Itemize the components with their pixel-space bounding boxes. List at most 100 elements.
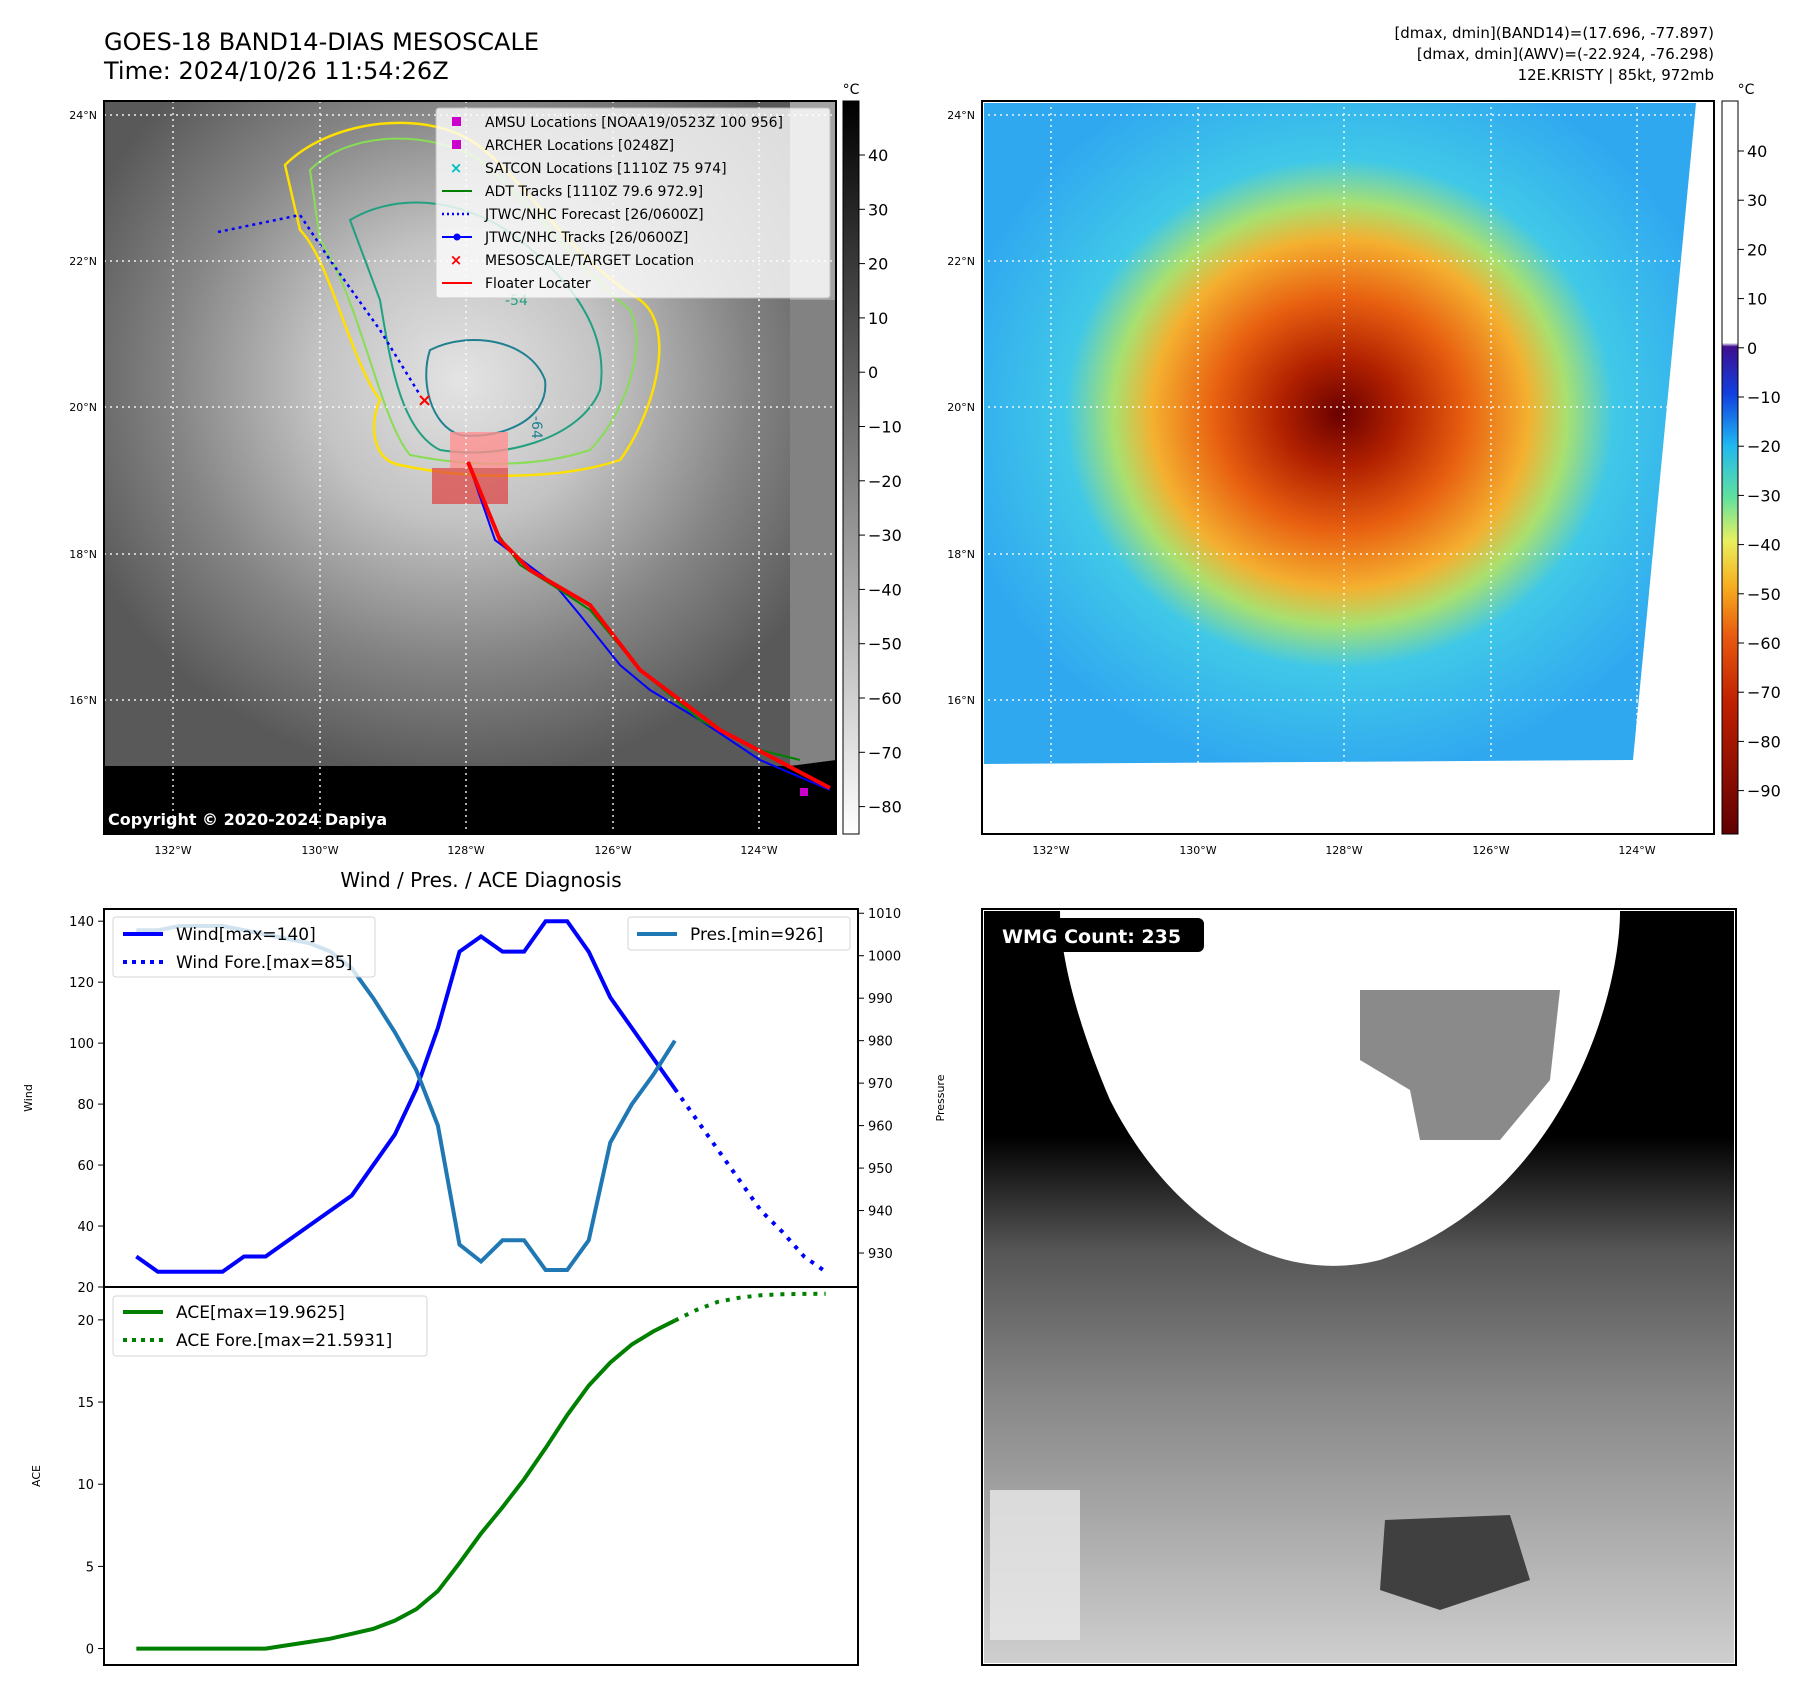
- color-colorbar-tick-label: −50: [1747, 585, 1781, 604]
- ace-legend: ACE[max=19.9625] ACE Fore.[max=21.5931]: [112, 1295, 428, 1357]
- ir-lat-labels: 24°N 22°N 20°N 18°N 16°N: [69, 109, 97, 707]
- map-legend-item: × SATCON Locations [1110Z 75 974]: [450, 159, 727, 177]
- gray-colorbar-tick-label: −50: [868, 635, 902, 654]
- amsu-marker: [800, 788, 808, 796]
- wmg-count: WMG Count: 235: [1002, 926, 1181, 948]
- pressure-tick-label: 990: [868, 992, 893, 1007]
- wind-legend-box: [112, 916, 376, 978]
- awv-range: [dmax, dmin](AWV)=(-22.924, -76.298): [1417, 45, 1714, 63]
- time-title: Time: 2024/10/26 11:54:26Z: [103, 57, 449, 85]
- wind-legend: Wind[max=140] Wind Fore.[max=85]: [112, 916, 376, 978]
- ir-lat-18: 18°N: [69, 548, 97, 561]
- wind-legend-label: Wind[max=140]: [176, 925, 316, 945]
- wind-tick-label: 60: [77, 1159, 94, 1174]
- awv-field: [984, 103, 1696, 764]
- map-legend-label: JTWC/NHC Forecast [26/0600Z]: [484, 207, 704, 223]
- ace-legend-label: ACE[max=19.9625]: [176, 1303, 345, 1323]
- ir-lat-20: 20°N: [69, 401, 97, 414]
- map-legend-label: AMSU Locations [NOAA19/0523Z 100 956]: [485, 115, 783, 131]
- map-legend-item: JTWC/NHC Tracks [26/0600Z]: [442, 230, 688, 246]
- contour-label-64: -64: [528, 416, 544, 439]
- awv-lat-16: 16°N: [947, 694, 975, 707]
- gray-colorbar-unit: °C: [843, 82, 860, 98]
- awv-lon-126: 126°W: [1472, 844, 1509, 857]
- ace-tick-label: 5: [86, 1560, 94, 1575]
- wind-tick-label: 140: [69, 915, 94, 930]
- map-legend-item: JTWC/NHC Forecast [26/0600Z]: [442, 207, 704, 223]
- ace-legend-box: [112, 1295, 428, 1357]
- ir-lat-24: 24°N: [69, 109, 97, 122]
- legend-square-marker: [452, 140, 461, 149]
- pressure-tick-label: 940: [868, 1205, 893, 1220]
- wind-tick-label: 40: [77, 1220, 94, 1235]
- color-colorbar-tick-label: −90: [1747, 782, 1781, 801]
- pressure-legend: Pres.[min=926]: [627, 916, 851, 951]
- gray-colorbar-tick-label: 30: [868, 200, 888, 219]
- map-legend-item: ARCHER Locations [0248Z]: [452, 138, 674, 154]
- pressure-axis-label: Pressure: [934, 1074, 947, 1121]
- color-colorbar-unit: °C: [1738, 82, 1755, 98]
- wind-tick-label: 100: [69, 1037, 94, 1052]
- color-colorbar-tick-label: 40: [1747, 142, 1767, 161]
- legend-x-marker: ×: [450, 159, 463, 177]
- map-legend-label: JTWC/NHC Tracks [26/0600Z]: [484, 230, 688, 246]
- color-colorbar-tick-label: −60: [1747, 634, 1781, 653]
- legend-box: [435, 107, 831, 299]
- color-colorbar-tick-label: −40: [1747, 536, 1781, 555]
- wind-tick-label: 20: [77, 1281, 94, 1296]
- pressure-legend-box: [627, 916, 851, 951]
- ir-map-frame: [103, 100, 837, 835]
- ir-lon-132: 132°W: [154, 844, 191, 857]
- ir-lat-16: 16°N: [69, 694, 97, 707]
- awv-lat-20: 20°N: [947, 401, 975, 414]
- ace-tick-label: 10: [77, 1478, 94, 1493]
- color-colorbar-tick-label: −10: [1747, 388, 1781, 407]
- wmg-inner-gray: [1360, 990, 1560, 1140]
- color-colorbar-tick-label: 30: [1747, 191, 1767, 210]
- wmg-panel: WMG Count: 235: [981, 908, 1737, 1666]
- map-legend-label: Floater Locater: [485, 276, 591, 292]
- pressure-tick-label: 1010: [868, 907, 901, 922]
- wind-fore-legend-label: Wind Fore.[max=85]: [176, 953, 352, 973]
- map-legend: AMSU Locations [NOAA19/0523Z 100 956] ARC…: [435, 107, 831, 299]
- wind-line: [135, 919, 677, 1274]
- awv-lon-128: 128°W: [1325, 844, 1362, 857]
- legend-x-marker: ×: [450, 251, 463, 269]
- gray-colorbar-tick-label: 40: [868, 146, 888, 165]
- ace-chart: 0 5 10 15 20 ACE ACE[max=19.9625] ACE Fore.[…: [30, 1286, 859, 1666]
- ir-lon-124: 124°W: [740, 844, 777, 857]
- ir-lat-22: 22°N: [69, 255, 97, 268]
- ace-forecast-line: [674, 1291, 826, 1323]
- color-colorbar-tick-label: 10: [1747, 290, 1767, 309]
- map-legend-label: ARCHER Locations [0248Z]: [485, 138, 674, 154]
- wmg-dark-patch: [1380, 1515, 1530, 1610]
- color-colorbar-tick-label: −30: [1747, 486, 1781, 505]
- ir-map-panel: -54 -64 × AMSU Loca: [69, 100, 837, 857]
- awv-lon-130: 130°W: [1179, 844, 1216, 857]
- pressure-tick-label: 960: [868, 1120, 893, 1135]
- wind-tick-label: 120: [69, 976, 94, 991]
- pressure-legend-label: Pres.[min=926]: [690, 925, 823, 945]
- wmg-label-box: [992, 918, 1204, 952]
- wind-pressure-chart: 20 40 60 80 100 120 140 930 940 950 960 970 980 990 1…: [22, 907, 947, 1296]
- map-legend-label: ADT Tracks [1110Z 79.6 972.9]: [485, 184, 703, 200]
- map-legend-label: SATCON Locations [1110Z 75 974]: [485, 161, 727, 177]
- map-legend-item: Floater Locater: [442, 276, 591, 292]
- gray-colorbar-tick-label: 0: [868, 363, 878, 382]
- gray-colorbar-bar: [842, 100, 860, 835]
- diagnosis-title: Wind / Pres. / ACE Diagnosis: [340, 868, 621, 892]
- awv-lat-22: 22°N: [947, 255, 975, 268]
- awv-map-border: [981, 100, 1715, 835]
- gray-colorbar-tick-label: −60: [868, 689, 902, 708]
- color-colorbar-tick-label: −20: [1747, 437, 1781, 456]
- gray-colorbar-tick-label: −30: [868, 526, 902, 545]
- awv-gridlines: [982, 101, 1696, 764]
- gray-colorbar-tick-label: −70: [868, 743, 902, 762]
- contour-blue: [425, 339, 547, 437]
- legend-dot: [453, 233, 461, 241]
- ace-line: [136, 1318, 676, 1651]
- pressure-tick-label: 930: [868, 1247, 893, 1262]
- gray-colorbar-tick-label: −20: [868, 472, 902, 491]
